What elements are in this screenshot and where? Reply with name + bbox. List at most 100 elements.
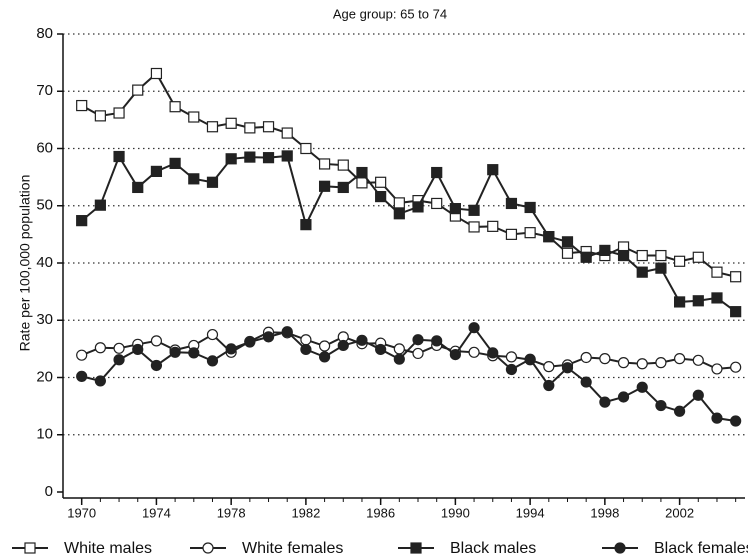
marker (94, 199, 106, 211)
marker (300, 219, 312, 231)
marker (206, 355, 219, 367)
marker (674, 296, 686, 308)
y-tick-label: 60 (36, 139, 53, 156)
marker (375, 343, 387, 356)
marker (300, 343, 312, 356)
marker (188, 347, 200, 359)
y-tick-label: 30 (36, 311, 53, 328)
marker (300, 334, 312, 346)
marker (730, 361, 742, 373)
marker (561, 247, 574, 259)
marker (580, 251, 592, 263)
marker (487, 220, 499, 232)
marker (132, 343, 144, 356)
marker (543, 231, 555, 243)
marker (262, 331, 275, 343)
marker (636, 358, 648, 370)
marker (225, 117, 237, 129)
marker (318, 351, 331, 363)
marker (206, 328, 219, 341)
marker (655, 262, 667, 274)
marker (244, 336, 256, 348)
marker (617, 357, 630, 369)
marker (281, 127, 293, 139)
marker (524, 353, 536, 365)
marker (730, 415, 742, 427)
marker (692, 251, 704, 263)
marker (543, 379, 555, 392)
marker (318, 340, 331, 352)
marker (356, 166, 368, 179)
legend-marker (202, 542, 214, 554)
marker (150, 359, 163, 372)
marker (730, 306, 742, 318)
y-tick-label: 40 (36, 254, 53, 271)
x-tick-label: 1970 (67, 505, 96, 520)
y-axis-label: Rate per 100,000 population (17, 175, 33, 352)
marker (318, 158, 331, 170)
marker (655, 399, 667, 412)
marker (617, 249, 630, 262)
marker (468, 346, 480, 358)
marker (599, 396, 611, 408)
marker (431, 335, 443, 347)
marker (337, 339, 349, 352)
marker (150, 335, 163, 347)
marker (580, 351, 592, 364)
marker (692, 354, 704, 366)
marker (487, 347, 499, 359)
y-tick-label: 80 (36, 25, 53, 42)
marker (94, 110, 106, 122)
legend-marker (614, 542, 626, 554)
y-tick-label: 70 (36, 82, 53, 99)
marker (337, 159, 349, 171)
x-tick-label: 1982 (291, 505, 320, 520)
legend-label: White females (242, 540, 343, 557)
marker (393, 343, 405, 355)
marker (113, 107, 125, 119)
marker (113, 354, 125, 366)
marker (543, 361, 555, 373)
marker (561, 236, 574, 248)
x-tick-label: 2002 (665, 505, 694, 520)
x-tick-label: 1986 (366, 505, 395, 520)
marker (188, 173, 200, 185)
marker (412, 201, 424, 213)
marker (113, 342, 125, 354)
marker (132, 181, 144, 194)
marker (449, 349, 461, 361)
marker (169, 157, 181, 169)
y-tick-label: 20 (36, 368, 53, 385)
marker (393, 197, 405, 209)
marker (132, 84, 144, 96)
marker (393, 208, 405, 220)
marker (188, 111, 200, 123)
marker (524, 201, 536, 214)
marker (431, 166, 443, 179)
y-tick-label: 10 (36, 426, 53, 443)
marker (431, 197, 443, 210)
marker (225, 153, 237, 165)
series-line (81, 325, 736, 422)
marker (169, 346, 181, 358)
marker (674, 353, 686, 365)
marker (225, 343, 237, 355)
marker (244, 151, 256, 163)
marker (169, 101, 181, 113)
marker (505, 197, 518, 210)
marker (76, 349, 88, 361)
marker (76, 99, 88, 112)
marker (711, 363, 723, 375)
marker (244, 122, 256, 134)
marker (262, 121, 275, 133)
marker (337, 181, 349, 194)
marker (505, 363, 518, 376)
marker (412, 334, 424, 346)
marker (711, 412, 723, 424)
marker (150, 67, 163, 80)
marker (375, 176, 387, 188)
marker (206, 121, 219, 133)
marker (206, 176, 219, 188)
marker (711, 266, 723, 278)
